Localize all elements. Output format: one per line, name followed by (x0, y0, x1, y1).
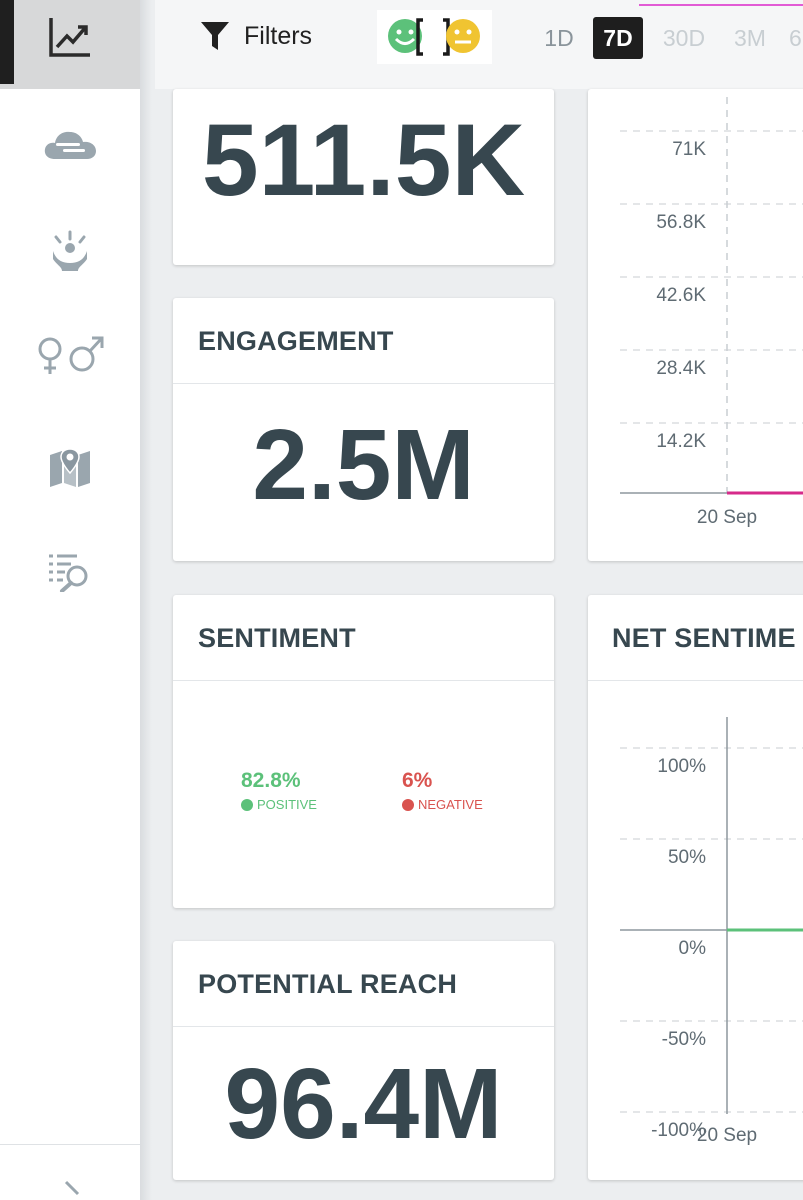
y-axis-tick-label: 100% (657, 756, 706, 777)
card-divider (173, 680, 554, 681)
sentiment-title: SENTIMENT (198, 623, 356, 653)
sidebar-expand-button[interactable] (58, 1178, 88, 1200)
sidebar-item-results[interactable] (40, 544, 100, 598)
sidebar (0, 0, 140, 1200)
mentions-chart-card: 71K 56.8K 42.6K 28.4K 14.2K 20 Sep (588, 89, 803, 561)
sidebar-item-overview[interactable] (0, 0, 140, 89)
funnel-icon (201, 22, 229, 50)
card-divider (588, 680, 803, 681)
range-1d[interactable]: 1D (544, 25, 574, 51)
chevron-right-icon (64, 1180, 80, 1196)
list-search-icon (49, 554, 88, 592)
gender-icon (38, 336, 104, 374)
net-sentiment-chart (620, 717, 803, 1114)
y-axis-tick-label: 42.6K (656, 285, 706, 306)
filters-button[interactable]: Filters (200, 18, 312, 54)
positive-smiley-icon (241, 798, 253, 811)
filters-label: Filters (244, 21, 313, 50)
positive-label-row: POSITIVE (241, 797, 317, 812)
y-axis-tick-label: 28.4K (656, 358, 706, 379)
potential-reach-value: 96.4M (224, 1048, 503, 1160)
influencer-icon (53, 230, 87, 271)
negative-stat: 6% NEGATIVE (402, 769, 483, 812)
engagement-title: ENGAGEMENT (198, 326, 394, 356)
y-axis-tick-label: 50% (667, 847, 706, 868)
positive-label: POSITIVE (257, 797, 317, 812)
y-axis-tick-label: 0% (678, 938, 706, 959)
sentiment-card: SENTIMENT 82.8% POSITIVE 6% NEGATIVE (173, 595, 554, 908)
range-30d[interactable]: 30D (662, 25, 706, 51)
sidebar-item-topics[interactable] (40, 118, 100, 172)
range-6m[interactable]: 6 (789, 25, 802, 51)
mentions-card: 511.5K (173, 89, 554, 265)
card-divider (173, 1026, 554, 1027)
x-axis-tick-label: 20 Sep (696, 1125, 758, 1146)
net-sentiment-title: NET SENTIME (612, 623, 796, 653)
negative-smiley-icon (402, 798, 414, 811)
y-axis-tick-label: -100% (651, 1120, 706, 1141)
positive-stat: 82.8% POSITIVE (241, 769, 317, 812)
active-indicator (0, 0, 14, 84)
card-divider (173, 383, 554, 384)
neutral-smiley-icon (446, 19, 480, 53)
sidebar-item-locations[interactable] (40, 440, 100, 494)
accent-line (639, 4, 803, 6)
x-axis-tick-label: 20 Sep (696, 507, 758, 528)
sidebar-item-demographics[interactable] (34, 328, 108, 382)
negative-label: NEGATIVE (418, 797, 483, 812)
y-axis-tick-label: 14.2K (656, 431, 706, 452)
toolbar: Filters 1D 7D 30D 3M 6 (155, 0, 803, 89)
engagement-card: ENGAGEMENT 2.5M (173, 298, 554, 561)
range-3m[interactable]: 3M (734, 25, 766, 51)
y-axis-tick-label: -50% (661, 1029, 706, 1050)
range-7d[interactable]: 7D (593, 17, 643, 59)
sidebar-shadow (140, 0, 152, 1200)
potential-reach-card: POTENTIAL REACH 96.4M (173, 941, 554, 1180)
map-pin-icon (50, 448, 90, 487)
engagement-value: 2.5M (252, 409, 475, 521)
negative-label-row: NEGATIVE (402, 797, 483, 812)
sentiment-filter-toggle[interactable] (377, 10, 492, 64)
sidebar-divider (0, 1144, 140, 1145)
potential-reach-title: POTENTIAL REACH (198, 969, 458, 999)
sidebar-item-influencers[interactable] (40, 224, 100, 278)
negative-percentage: 6% (402, 769, 433, 792)
y-axis-tick-label: 71K (672, 139, 706, 160)
cloud-icon (44, 131, 96, 159)
positive-percentage: 82.8% (241, 769, 301, 792)
net-sentiment-card: NET SENTIME 100% 50% 0% -50% -100% 20 Sep (588, 595, 803, 1180)
y-axis-tick-label: 56.8K (656, 212, 706, 233)
trend-chart-icon (49, 18, 90, 57)
positive-smiley-icon (388, 19, 422, 53)
mentions-value: 511.5K (201, 103, 526, 217)
